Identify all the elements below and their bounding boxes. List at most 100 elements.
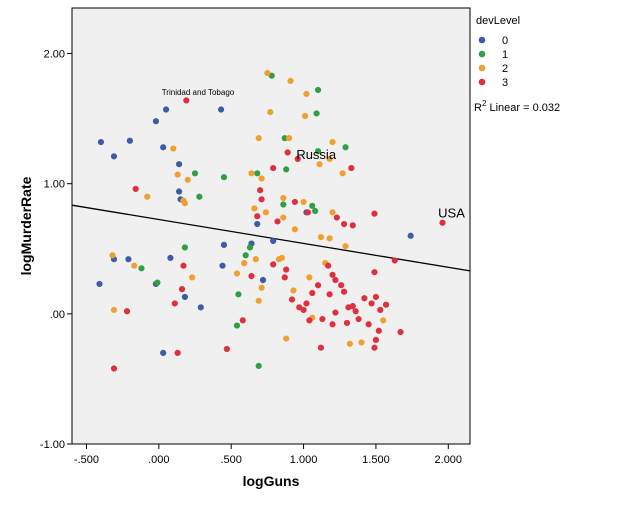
data-point-devlevel-2	[109, 252, 116, 259]
data-point-devlevel-3	[306, 317, 313, 324]
data-point-devlevel-0	[197, 304, 204, 311]
data-point-devlevel-0	[181, 293, 188, 301]
data-point-devlevel-3	[180, 262, 187, 269]
data-point-devlevel-3	[325, 262, 332, 269]
data-point-devlevel-2	[280, 214, 287, 221]
data-point-devlevel-2	[264, 69, 271, 77]
legend-marker	[478, 78, 486, 86]
data-point-devlevel-2	[290, 287, 297, 294]
data-point-devlevel-3	[377, 306, 384, 314]
data-point-devlevel-3	[288, 296, 296, 303]
data-point-devlevel-0	[162, 106, 170, 113]
data-point-devlevel-3	[257, 187, 264, 194]
data-point-devlevel-1	[154, 279, 161, 286]
data-point-devlevel-3	[361, 295, 368, 302]
data-point-devlevel-0	[175, 188, 183, 195]
linear-fit-line	[71, 204, 471, 272]
data-point-devlevel-2	[255, 297, 262, 304]
legend-marker	[478, 50, 486, 58]
data-point-devlevel-2	[174, 171, 181, 178]
data-point-devlevel-3	[123, 308, 131, 315]
data-point-devlevel-3	[382, 301, 390, 308]
legend-marker	[478, 36, 486, 44]
data-point-devlevel-2	[306, 274, 313, 281]
data-point-devlevel-3	[372, 293, 380, 301]
legend-marker	[478, 64, 486, 72]
data-point-devlevel-0	[125, 256, 132, 263]
data-point-devlevel-3	[371, 269, 378, 276]
point-annotation-label: Trinidad and Tobago	[162, 88, 235, 97]
data-point-devlevel-0	[270, 237, 277, 245]
data-point-devlevel-2	[280, 194, 287, 202]
data-point-devlevel-2	[181, 200, 188, 207]
data-point-devlevel-3	[303, 300, 310, 307]
data-point-devlevel-0	[254, 220, 261, 228]
data-point-devlevel-3	[340, 220, 348, 228]
data-point-devlevel-2	[326, 235, 333, 242]
data-point-devlevel-2	[329, 138, 336, 146]
data-point-devlevel-3	[314, 282, 322, 289]
data-point-devlevel-1	[312, 207, 319, 215]
data-point-devlevel-3	[439, 219, 446, 226]
x-tick-label: -.500	[74, 454, 99, 466]
data-point-devlevel-3	[348, 164, 355, 172]
data-point-devlevel-3	[340, 288, 348, 295]
data-point-devlevel-1	[235, 291, 242, 298]
fit-label-superscript: 2	[482, 99, 487, 108]
data-point-devlevel-2	[252, 256, 259, 263]
data-point-devlevel-0	[152, 118, 160, 125]
data-point-devlevel-0	[126, 137, 133, 144]
data-point-devlevel-3	[254, 213, 261, 220]
data-point-devlevel-0	[160, 349, 167, 356]
data-point-devlevel-1	[191, 170, 199, 177]
data-point-devlevel-0	[220, 241, 228, 248]
data-point-devlevel-2	[255, 135, 262, 142]
data-point-devlevel-3	[258, 196, 265, 203]
data-point-devlevel-3	[391, 257, 398, 264]
legend-title: devLevel	[476, 15, 520, 27]
data-point-devlevel-3	[397, 328, 404, 336]
data-point-devlevel-3	[349, 302, 356, 310]
data-point-devlevel-2	[131, 262, 138, 269]
point-annotation-label: USA	[438, 206, 465, 221]
legend: devLevel 0 1 2 3	[476, 15, 520, 89]
data-point-devlevel-2	[301, 112, 309, 120]
data-point-devlevel-0	[160, 144, 167, 151]
data-point-devlevel-3	[371, 210, 378, 217]
y-tick-label: 1.00	[44, 179, 65, 191]
data-point-devlevel-0	[219, 262, 226, 269]
point-annotations: Trinidad and Tobago Russia USA	[162, 88, 465, 220]
data-point-devlevel-3	[332, 276, 339, 284]
data-point-devlevel-2	[189, 274, 196, 281]
data-point-devlevel-0	[175, 161, 183, 168]
data-point-devlevel-2	[346, 340, 353, 347]
data-point-devlevel-2	[110, 306, 118, 314]
data-point-devlevel-2	[283, 335, 290, 342]
data-point-devlevel-3	[110, 365, 118, 372]
data-point-devlevel-3	[178, 286, 186, 293]
data-point-devlevel-2	[380, 317, 387, 324]
data-point-devlevel-2	[303, 90, 310, 97]
x-axis-ticks: -.500 .000 .500 1.000 1.500 2.000	[74, 444, 462, 466]
data-point-devlevel-3	[174, 349, 181, 356]
data-point-devlevel-1	[314, 148, 322, 155]
data-point-devlevel-3	[375, 327, 382, 334]
data-point-devlevel-2	[184, 176, 191, 183]
data-point-devlevel-2	[316, 161, 323, 168]
x-tick-label: .000	[148, 454, 169, 466]
data-point-devlevel-3	[349, 222, 356, 229]
data-point-devlevel-2	[233, 270, 241, 277]
data-point-devlevel-1	[242, 252, 249, 259]
data-point-devlevel-1	[246, 244, 254, 251]
data-point-devlevel-2	[144, 193, 151, 200]
data-point-devlevel-2	[258, 284, 265, 291]
data-point-devlevel-2	[278, 254, 285, 261]
data-point-devlevel-0	[217, 106, 225, 113]
data-point-devlevel-3	[329, 321, 336, 328]
plot-area	[71, 7, 471, 445]
data-point-devlevel-1	[283, 166, 290, 173]
data-point-devlevel-3	[274, 218, 281, 225]
data-point-devlevel-1	[280, 201, 287, 208]
fit-label-suffix: Linear = 0.032	[486, 102, 560, 114]
